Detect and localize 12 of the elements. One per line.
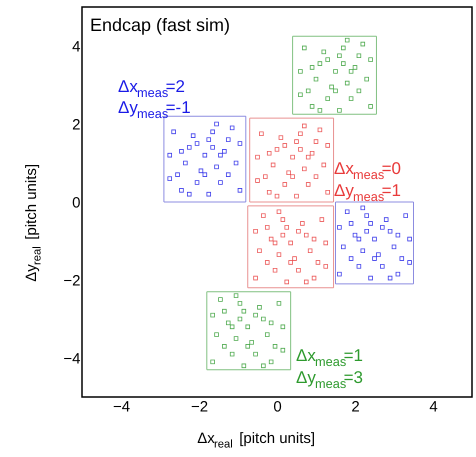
x-tick-label: 4 <box>429 398 438 416</box>
x-tick-label: −2 <box>190 398 208 416</box>
x-tick-label: 0 <box>273 398 282 416</box>
y-tick-label: −2 <box>63 272 80 290</box>
x-tick-label: −4 <box>112 398 130 416</box>
y-tick-label: −4 <box>63 350 80 368</box>
y-tick-label: 2 <box>72 116 80 134</box>
y-tick-label: 4 <box>72 38 80 56</box>
y-axis-title: Δyreal [pitch units] <box>23 164 44 282</box>
y-tick-label: 0 <box>72 194 80 212</box>
chart-title: Endcap (fast sim) <box>90 15 230 35</box>
x-tick-label: 2 <box>351 398 360 416</box>
